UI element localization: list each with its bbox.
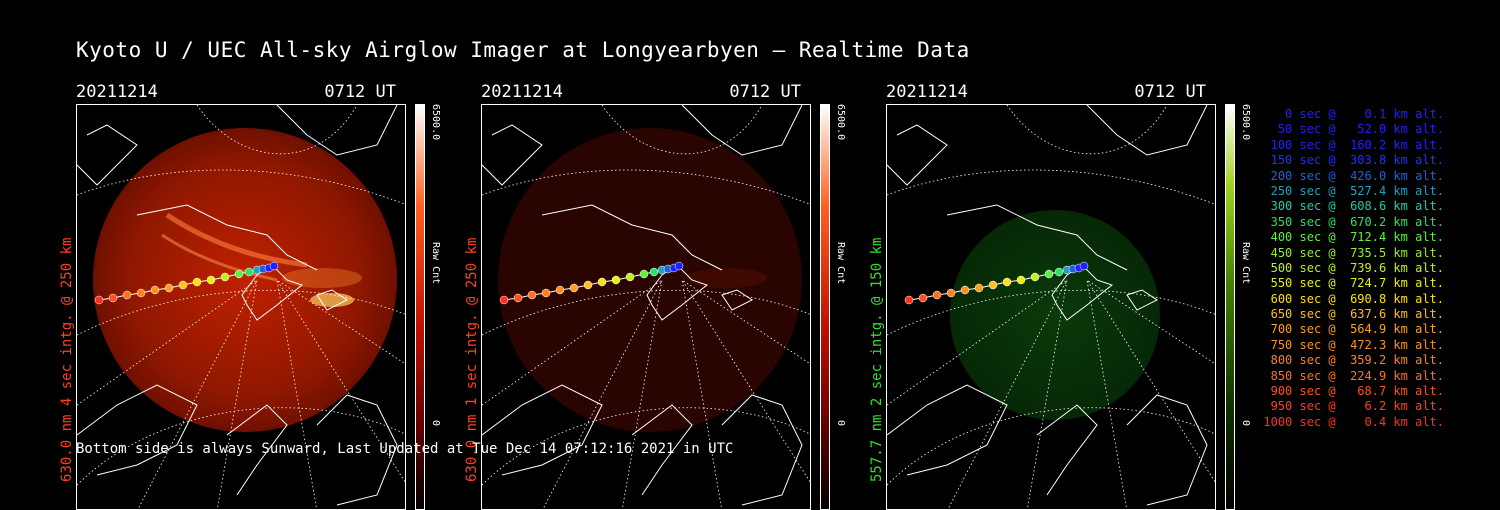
panel-ylabel: 557.7 nm 2 sec intg. @ 150 km — [869, 237, 885, 482]
legend-row: 700 sec @ 564.9 km alt. — [1270, 322, 1444, 337]
colorbar-unit: Raw Cnt — [835, 242, 846, 285]
legend-row: 450 sec @ 735.5 km alt. — [1270, 245, 1444, 260]
legend-row: 750 sec @ 472.3 km alt. — [1270, 337, 1444, 352]
colorbar — [820, 104, 830, 510]
legend-row: 50 sec @ 52.0 km alt. — [1277, 122, 1444, 137]
colorbar-unit: Raw Cnt — [430, 242, 441, 285]
time-altitude-legend: 0 sec @ 0.1 km alt. 50 sec @ 52.0 km alt… — [1262, 107, 1444, 430]
legend-row: 400 sec @ 712.4 km alt. — [1270, 230, 1444, 245]
panel-time: 0712 UT — [729, 82, 801, 102]
panel-2: 20211214 0712 UT — [464, 82, 885, 510]
airglow-image — [481, 104, 811, 510]
airglow-image — [76, 104, 406, 510]
legend-row: 1000 sec @ 0.4 km alt. — [1263, 414, 1444, 429]
legend-row: 950 sec @ 6.2 km alt. — [1270, 399, 1444, 414]
colorbar-unit: Raw Cnt — [1240, 242, 1251, 285]
legend-row: 800 sec @ 359.2 km alt. — [1270, 353, 1444, 368]
panel-1: 20211214 0712 UT — [59, 82, 480, 510]
panel-ylabel: 630.0 nm 1 sec intg. @ 250 km — [464, 237, 480, 482]
panel-date: 20211214 — [886, 82, 968, 102]
sky-disk — [950, 210, 1160, 420]
legend-row: 200 sec @ 426.0 km alt. — [1270, 168, 1444, 183]
airglow-image — [886, 104, 1216, 510]
colorbar-min: 0 — [1240, 420, 1251, 427]
sky-disk — [93, 128, 397, 432]
legend-row: 600 sec @ 690.8 km alt. — [1270, 291, 1444, 306]
legend-row: 650 sec @ 637.6 km alt. — [1270, 307, 1444, 322]
legend-row: 900 sec @ 68.7 km alt. — [1270, 384, 1444, 399]
legend-row: 550 sec @ 724.7 km alt. — [1270, 276, 1444, 291]
panel-date: 20211214 — [76, 82, 158, 102]
legend-row: 500 sec @ 739.6 km alt. — [1270, 260, 1444, 275]
sky-disk — [498, 128, 802, 432]
airglow-image-svg — [77, 105, 405, 509]
panel-3: 20211214 0712 UT — [869, 82, 1290, 510]
colorbar-max: 6500.0 — [430, 104, 441, 141]
legend-row: 850 sec @ 224.9 km alt. — [1270, 368, 1444, 383]
airglow-image-svg — [482, 105, 810, 509]
colorbar — [1225, 104, 1235, 510]
footer-note: Bottom side is always Sunward, Last Upda… — [76, 441, 734, 457]
legend-row: 300 sec @ 608.6 km alt. — [1270, 199, 1444, 214]
page-title: Kyoto U / UEC All-sky Airglow Imager at … — [76, 38, 970, 62]
panel-time: 0712 UT — [324, 82, 396, 102]
panel-ylabel: 630.0 nm 4 sec intg. @ 250 km — [59, 237, 75, 482]
panel-time: 0712 UT — [1134, 82, 1206, 102]
panel-date: 20211214 — [481, 82, 563, 102]
colorbar-max: 6500.0 — [835, 104, 846, 141]
legend-row: 150 sec @ 303.8 km alt. — [1270, 153, 1444, 168]
colorbar-max: 6500.0 — [1240, 104, 1251, 141]
legend-row: 100 sec @ 160.2 km alt. — [1270, 137, 1444, 152]
colorbar-min: 0 — [835, 420, 846, 427]
legend-row: 250 sec @ 527.4 km alt. — [1270, 183, 1444, 198]
colorbar-min: 0 — [430, 420, 441, 427]
legend-row: 0 sec @ 0.1 km alt. — [1285, 107, 1444, 121]
airglow-image-svg — [887, 105, 1215, 509]
legend-row: 350 sec @ 670.2 km alt. — [1270, 214, 1444, 229]
